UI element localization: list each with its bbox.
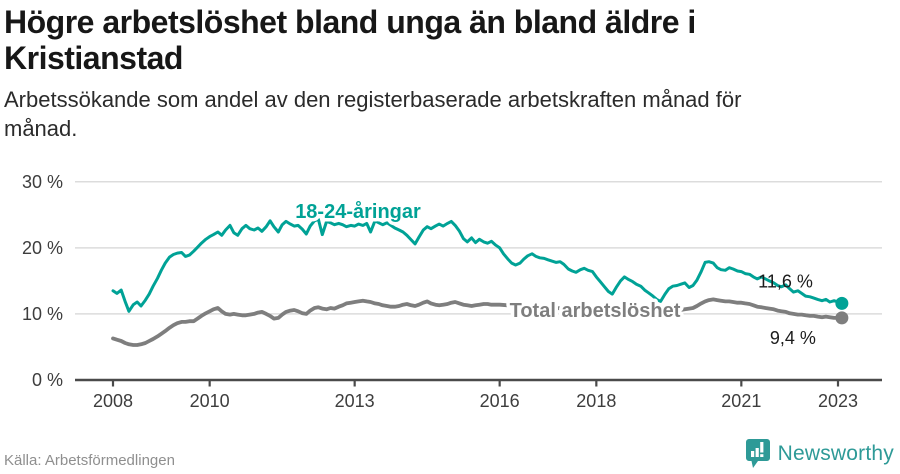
x-tick-label-2021: 2021 [721, 391, 761, 411]
x-tick-label-2010: 2010 [190, 391, 230, 411]
logo-bar-small [750, 451, 754, 457]
unemployment-line-chart: 0 % 10 % 20 % 30 % 2008 2010 2013 2016 2018 2021 2… [22, 172, 882, 411]
subtitle-line-2: månad. [4, 115, 78, 141]
y-tick-label-0: 0 % [32, 370, 63, 390]
axis-tick-labels: 0 % 10 % 20 % 30 % 2008 2010 2013 2016 2018 2021 2… [22, 172, 858, 411]
series-end-value-0: 11,6 % [758, 271, 813, 291]
y-tick-label-10: 10 % [22, 304, 63, 324]
source-note: Källa: Arbetsförmedlingen [4, 452, 175, 469]
series-end-value-1: 9,4 % [770, 328, 816, 348]
x-tick-label-2016: 2016 [480, 391, 520, 411]
x-tick-label-2013: 2013 [335, 391, 375, 411]
x-tick-label-2023: 2023 [818, 391, 858, 411]
page-title: Högre arbetslöshet bland unga än bland ä… [4, 4, 884, 76]
y-tick-label-20: 20 % [22, 238, 63, 258]
series-end-dot-1 [835, 311, 849, 325]
x-tick-label-2008: 2008 [93, 391, 133, 411]
series-line-1 [111, 297, 844, 347]
x-tick-label-2018: 2018 [576, 391, 616, 411]
chart-area: 0 % 10 % 20 % 30 % 2008 2010 2013 2016 2018 2021 2… [0, 158, 900, 420]
series-line-0 [111, 217, 844, 313]
newsworthy-logo-text: Newsworthy [777, 442, 894, 465]
series-label-1: Total arbetslöshet [510, 300, 681, 322]
gridlines [75, 181, 882, 315]
page-subtitle: Arbetssökande som andel av den registerb… [4, 86, 884, 143]
series-end-dot-0 [835, 296, 849, 310]
x-axis [75, 378, 882, 387]
series-label-0: 18-24-åringar [295, 200, 421, 223]
newsworthy-logo: Newsworthy [745, 438, 894, 470]
newsworthy-logo-icon [745, 439, 770, 468]
logo-exclamation-bar [759, 442, 764, 453]
chart-header: Högre arbetslöshet bland unga än bland ä… [4, 4, 884, 144]
title-line-2: Kristianstad [4, 40, 183, 77]
series-lines [111, 217, 844, 347]
logo-bar-medium [755, 448, 759, 457]
title-line-1: Högre arbetslöshet bland unga än bland ä… [4, 4, 696, 40]
series-annotations: 18-24-åringar 11,6 % Total arbetslöshet 9,4… [292, 197, 849, 348]
logo-exclamation-dot [759, 454, 764, 457]
y-tick-label-30: 30 % [22, 172, 63, 192]
subtitle-line-1: Arbetssökande som andel av den registerb… [4, 87, 742, 113]
